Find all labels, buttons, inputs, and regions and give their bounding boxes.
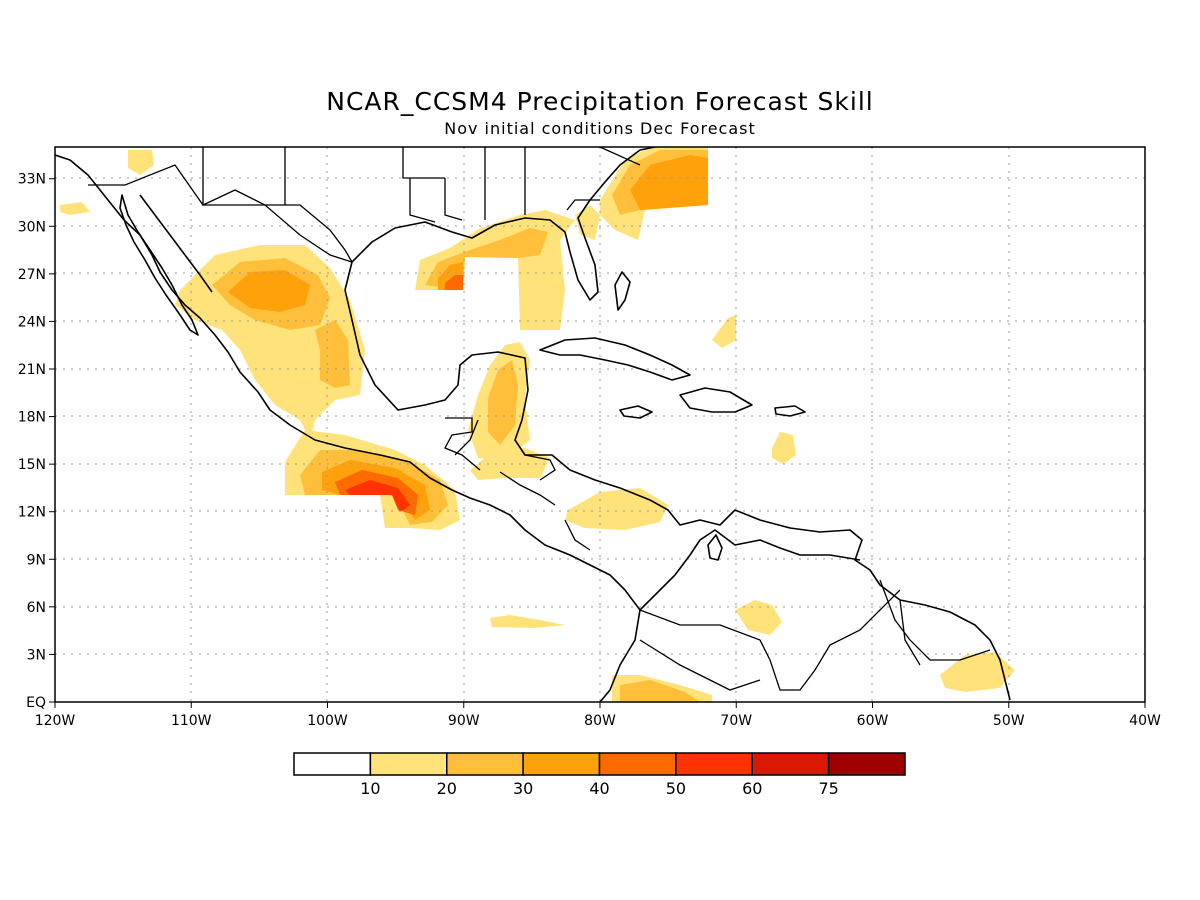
skill-region-bahamas: [712, 315, 736, 348]
map-title: NCAR_CCSM4 Precipitation Forecast Skill: [326, 87, 873, 116]
skill-region-gulf-peak: [445, 275, 463, 290]
lat-tick-label: 18N: [18, 410, 46, 426]
colorbar-swatch: [369, 752, 448, 776]
lat-tick-label: 33N: [18, 172, 46, 188]
gulf-of-california-coast: [139, 194, 213, 293]
florida-keys-bahamas: [614, 271, 631, 311]
colorbar-label: 10: [360, 779, 380, 798]
hispaniola: [679, 387, 753, 413]
skill-region-amazon-mouth: [940, 652, 1015, 692]
lat-tick-label: 30N: [18, 219, 46, 235]
central-america-borders: [444, 417, 591, 551]
lon-tick-label: 80W: [584, 713, 616, 729]
south-america-interior-borders: [639, 579, 991, 691]
lon-tick-label: 40W: [1129, 713, 1161, 729]
skill-region-baja-west: [60, 202, 90, 215]
lat-tick-label: 21N: [18, 362, 46, 378]
lon-tick-label: 50W: [993, 713, 1025, 729]
colorbar-swatch: [827, 752, 906, 776]
colorbar-label: 60: [742, 779, 762, 798]
skill-region-colombia-pacific: [490, 615, 565, 628]
longitude-axis: 120W 110W 100W 90W 80W 70W 60W 50W 40W: [35, 702, 1161, 729]
lon-tick-label: 100W: [307, 713, 348, 729]
mexico-gulf-coast: [344, 289, 1011, 701]
graticule: [55, 147, 1145, 702]
skill-region-yucatan-core: [488, 360, 518, 445]
skill-region-north-mexico: [128, 150, 154, 175]
lat-tick-label: 12N: [18, 505, 46, 521]
skill-shading-layer: [60, 147, 1015, 702]
colorbar-label: 50: [666, 779, 686, 798]
skill-region-caribbean-central: [565, 488, 668, 530]
map-subtitle: Nov initial conditions Dec Forecast: [444, 119, 756, 138]
colorbar-label: 75: [818, 779, 838, 798]
cuba: [539, 337, 691, 381]
lake-maracaibo: [707, 534, 723, 561]
colorbar-label: 20: [437, 779, 457, 798]
gulf-of-mexico-coast: [344, 147, 656, 301]
colorbar-swatch: [598, 752, 677, 776]
skill-region-southeast-us-max: [630, 155, 708, 210]
puerto-rico: [774, 405, 806, 417]
skill-region-sierra-madre: [315, 320, 350, 388]
lon-tick-label: 70W: [720, 713, 752, 729]
colorbar-swatch: [751, 752, 830, 776]
south-america-north-coast: [639, 529, 861, 611]
lat-tick-label: 15N: [18, 457, 46, 473]
lat-tick-label: 24N: [18, 314, 46, 330]
lat-tick-label: 9N: [27, 552, 46, 568]
lat-tick-label: 3N: [27, 647, 46, 663]
colorbar-label: 40: [589, 779, 609, 798]
colorbar-swatch: [522, 752, 601, 776]
lon-tick-label: 60W: [857, 713, 889, 729]
skill-region-mexico-max: [228, 270, 310, 312]
colorbar-label: 30: [513, 779, 533, 798]
plot-background: [55, 147, 1145, 702]
latitude-axis: EQ 3N 6N 9N 12N 15N 18N 21N 24N 27N 30N 33N: [18, 172, 55, 711]
skill-region-colombia-south-core: [620, 680, 700, 702]
lon-tick-label: 120W: [35, 713, 76, 729]
skill-region-oaxaca-top: [345, 480, 410, 512]
us-mexico-border: [88, 164, 353, 263]
skill-colorbar: 10 20 30 40 50 60 75: [293, 752, 906, 798]
colorbar-swatch: [293, 752, 372, 776]
map-plot-area: [54, 146, 1146, 703]
lon-tick-label: 110W: [171, 713, 212, 729]
lon-tick-label: 90W: [448, 713, 480, 729]
skill-50-60-regions: [345, 480, 410, 512]
us-state-borders: [202, 147, 641, 263]
coastlines: [55, 147, 1011, 702]
baja-california: [119, 194, 199, 336]
jamaica: [619, 405, 653, 419]
colorbar-swatch: [675, 752, 753, 776]
colorbar-swatch: [446, 752, 524, 776]
skill-region-caribbean-east: [772, 432, 796, 464]
skill-region-venezuela: [735, 600, 782, 635]
lat-tick-label: 6N: [27, 600, 46, 616]
lat-tick-label: 27N: [18, 267, 46, 283]
lat-tick-label: EQ: [26, 695, 46, 711]
